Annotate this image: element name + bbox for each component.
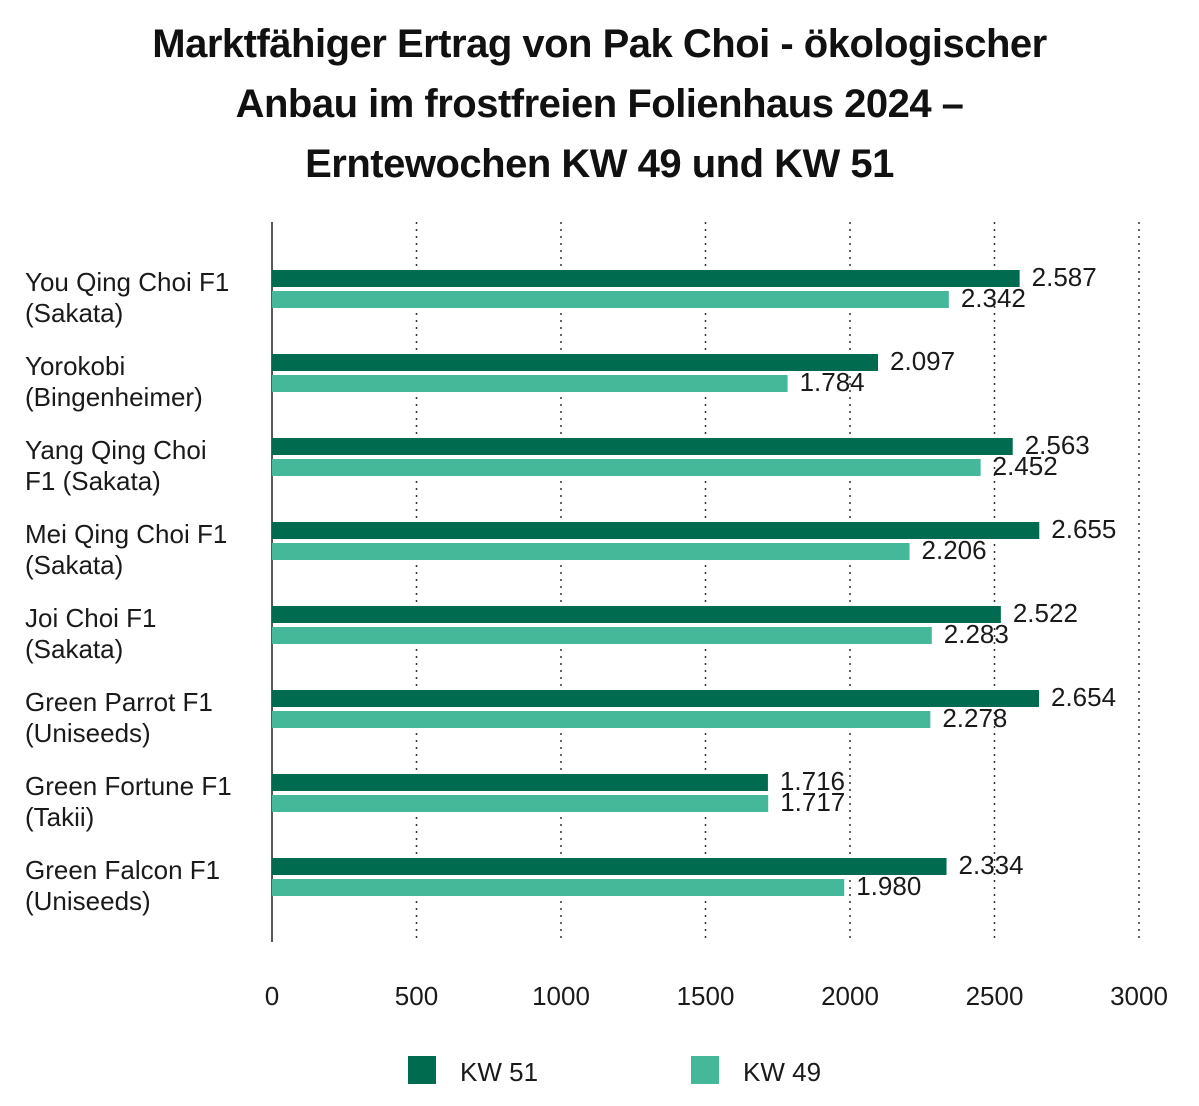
data-label: 2.522 <box>1013 598 1078 628</box>
data-label: 2.452 <box>993 451 1058 481</box>
bar <box>272 375 788 392</box>
category-label: Green Falcon F1 <box>25 855 220 885</box>
category-labels: You Qing Choi F1(Sakata)Yorokobi(Bingenh… <box>25 267 232 916</box>
bar <box>272 270 1020 287</box>
chart-title-line: Marktfähiger Ertrag von Pak Choi - ökolo… <box>152 22 1047 66</box>
grid-lines <box>415 222 1140 942</box>
tick-label: 2000 <box>821 981 879 1011</box>
data-label: 2.563 <box>1025 430 1090 460</box>
data-label: 1.784 <box>800 367 865 397</box>
legend: KW 51 KW 49 <box>408 1056 821 1087</box>
legend-swatch <box>691 1056 719 1084</box>
category-label: (Uniseeds) <box>25 886 151 916</box>
category-label: Green Parrot F1 <box>25 687 213 717</box>
bar <box>272 354 879 371</box>
data-label: 2.097 <box>890 346 955 376</box>
category-label: F1 (Sakata) <box>25 466 161 496</box>
x-axis-ticks: 0 500 1000 1500 2000 2500 3000 <box>265 981 1168 1011</box>
category-label: (Sakata) <box>25 298 123 328</box>
bar <box>272 690 1040 707</box>
category-label: Yang Qing Choi <box>25 435 207 465</box>
data-label: 2.587 <box>1032 262 1097 292</box>
tick-label: 0 <box>265 981 279 1011</box>
data-label: 1.980 <box>856 871 921 901</box>
legend-label: KW 49 <box>743 1057 821 1087</box>
bar <box>272 879 845 896</box>
data-label: 2.334 <box>959 850 1024 880</box>
chart-title: Marktfähiger Ertrag von Pak Choi - ökolo… <box>0 14 1199 194</box>
legend-swatch <box>408 1056 436 1084</box>
data-label: 1.716 <box>780 766 845 796</box>
data-label: 2.206 <box>922 535 987 565</box>
data-label: 2.342 <box>961 283 1026 313</box>
category-label: (Sakata) <box>25 634 123 664</box>
category-label: Mei Qing Choi F1 <box>25 519 227 549</box>
category-label: You Qing Choi F1 <box>25 267 229 297</box>
data-label: 1.717 <box>780 787 845 817</box>
data-label: 2.655 <box>1051 514 1116 544</box>
tick-label: 500 <box>395 981 438 1011</box>
bar <box>272 858 947 875</box>
data-label: 2.654 <box>1051 682 1116 712</box>
category-label: (Uniseeds) <box>25 718 151 748</box>
bar <box>272 438 1013 455</box>
category-label: (Sakata) <box>25 550 123 580</box>
bar <box>272 627 932 644</box>
bar <box>272 459 981 476</box>
category-label: (Takii) <box>25 802 94 832</box>
tick-label: 3000 <box>1110 981 1168 1011</box>
category-label: (Bingenheimer) <box>25 382 203 412</box>
tick-label: 2500 <box>966 981 1024 1011</box>
category-label: Yorokobi <box>25 351 125 381</box>
bar <box>272 795 769 812</box>
tick-label: 1500 <box>677 981 735 1011</box>
data-label: 2.278 <box>942 703 1007 733</box>
bars <box>272 270 1040 896</box>
bar <box>272 606 1001 623</box>
category-label: Green Fortune F1 <box>25 771 232 801</box>
data-label: 2.283 <box>944 619 1009 649</box>
legend-label: KW 51 <box>460 1057 538 1087</box>
bar <box>272 291 949 308</box>
chart-title-line: Anbau im frostfreien Folienhaus 2024 – <box>235 82 964 126</box>
bar <box>272 711 931 728</box>
category-label: Joi Choi F1 <box>25 603 157 633</box>
bar <box>272 522 1040 539</box>
chart-title-line: Erntewochen KW 49 und KW 51 <box>305 142 894 186</box>
bar <box>272 774 768 791</box>
bar <box>272 543 910 560</box>
tick-label: 1000 <box>532 981 590 1011</box>
